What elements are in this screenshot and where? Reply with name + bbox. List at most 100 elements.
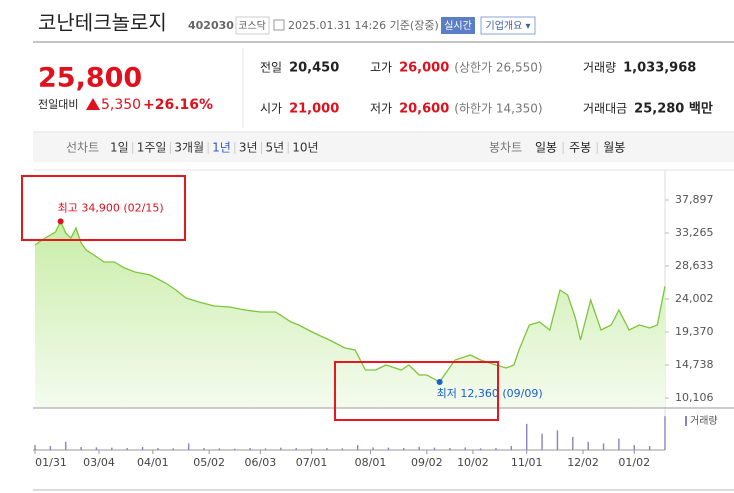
extreme-label: 최고 34,900 (02/15) [58, 201, 164, 214]
extreme-dot [57, 218, 64, 225]
volume-bar [602, 443, 605, 450]
volume-bar [341, 448, 344, 450]
company-label[interactable]: 기업개요 ▾ [486, 19, 531, 32]
volume-bar [510, 446, 513, 450]
x-tick-label: 08/01 [355, 456, 387, 469]
y-tick-label: 37,897 [675, 193, 714, 206]
volume-bar [479, 448, 482, 450]
timestamp: 2025.01.31 14:26 기준(장중) [288, 19, 439, 32]
volume-bar [403, 448, 405, 450]
chart: 37,897 33,265 28,633 24,002 19,370 14,738 10,1… [34, 193, 718, 469]
y-tick-label: 33,265 [675, 226, 714, 239]
stat-label: 고가 [370, 61, 392, 75]
x-tick-label: 03/04 [83, 456, 115, 469]
volume-bar [126, 448, 128, 450]
x-tick-label: 05/02 [193, 456, 225, 469]
stat-label: 거래대금 [583, 102, 627, 116]
candle-tab[interactable]: 일봉 [535, 141, 557, 155]
volume-bar [234, 448, 236, 450]
volume-bar [249, 448, 251, 450]
tab-bar [33, 133, 734, 162]
stat-label: 전일 [260, 61, 282, 75]
company-button[interactable] [480, 16, 536, 35]
stat-label: 거래량 [583, 61, 616, 75]
highlight-box [334, 361, 499, 421]
volume-bar [618, 438, 620, 450]
volume-bar [187, 443, 190, 450]
x-tick-label: 12/02 [567, 456, 599, 469]
volume-bar [464, 447, 466, 450]
x-tick-label: 11/01 [511, 456, 543, 469]
legend-label: 거래량 [690, 415, 718, 427]
stat-value: 20,600 [399, 102, 449, 117]
volume-bar [157, 448, 159, 450]
volume-bar [280, 447, 282, 450]
change-label: 전일대비 [38, 97, 78, 111]
tabs: 선차트 1일 1주일 3개월 1년 3년 5년 10년 봉차트 일봉 주봉 월봉 [66, 141, 625, 155]
price: 25,800 [38, 63, 142, 94]
volume-bar [633, 445, 635, 450]
volume-bar [356, 445, 359, 450]
volume-bar [387, 447, 390, 450]
period-tab[interactable]: 10년 [292, 141, 318, 155]
highlight-box [21, 175, 186, 241]
volume-bar [556, 430, 559, 450]
extreme-label: 최저 12,360 (09/09) [437, 387, 543, 400]
price-line [34, 219, 666, 383]
candle-tab[interactable]: 월봉 [603, 141, 625, 155]
x-tick-label: 01/02 [618, 456, 650, 469]
volume-bar [141, 447, 144, 450]
stat-note: (하한가 14,350) [454, 102, 542, 116]
volume-bar [295, 448, 297, 450]
stat-note: (상한가 26,550) [454, 61, 542, 75]
realtime-label[interactable]: 실시간 [444, 20, 472, 32]
change-pct: +26.16% [143, 97, 213, 113]
volume-bar [372, 447, 374, 450]
period-tab[interactable]: 3년 [239, 141, 258, 155]
extreme-dot [436, 378, 443, 385]
stat-value: 21,000 [289, 102, 339, 117]
realtime-button[interactable] [441, 17, 475, 34]
tab-group-label: 봉차트 [489, 141, 522, 155]
volume-bar [34, 445, 36, 450]
volume-bar [326, 448, 328, 450]
code: 402030 [188, 19, 234, 32]
period-tab[interactable]: 3개월 [174, 141, 204, 155]
volume-bar [418, 446, 420, 450]
y-tick-label: 10,106 [675, 391, 714, 404]
badge [235, 16, 270, 35]
period-tab[interactable]: 1일 [110, 141, 129, 155]
x-tick-label: 09/02 [411, 456, 443, 469]
volume-bar [572, 436, 574, 450]
x-tick-label: 06/03 [245, 456, 277, 469]
stat-value: 1,033,968 [623, 61, 696, 76]
y-tick-label: 14,738 [675, 358, 714, 371]
quote: 25,800 전일대비 5,350 +26.16% 전일 20,450 고가 26,000 (상… [38, 61, 713, 117]
volume-bar [264, 448, 267, 450]
volume-bar [433, 447, 436, 450]
volume-bar [80, 447, 82, 450]
period-tab[interactable]: 5년 [266, 141, 285, 155]
period-tab[interactable]: 1주일 [137, 141, 167, 155]
stat-label: 저가 [370, 102, 392, 116]
volume-bar [541, 433, 543, 450]
volume-bar [111, 447, 113, 450]
stat-label: 시가 [260, 102, 282, 116]
volume-bar [495, 448, 497, 450]
tab-group-label: 선차트 [66, 141, 99, 155]
x-tick-label: 10/02 [457, 456, 489, 469]
market: 코스닥 [238, 20, 266, 32]
candle-tab[interactable]: 주봉 [569, 141, 591, 155]
period-tab[interactable]: 1년 [212, 141, 231, 155]
volume-bar [172, 448, 174, 450]
x-tick-label: 01/31 [35, 456, 67, 469]
legend-swatch [685, 416, 687, 426]
volume-bar [95, 447, 98, 450]
volume-bar [218, 448, 221, 450]
up-arrow [86, 98, 100, 110]
area-fill [35, 221, 665, 407]
volume-bar [310, 448, 313, 450]
stat-value: 26,000 [399, 61, 449, 76]
volume-bar [587, 441, 589, 450]
change: 5,350 [101, 97, 141, 113]
